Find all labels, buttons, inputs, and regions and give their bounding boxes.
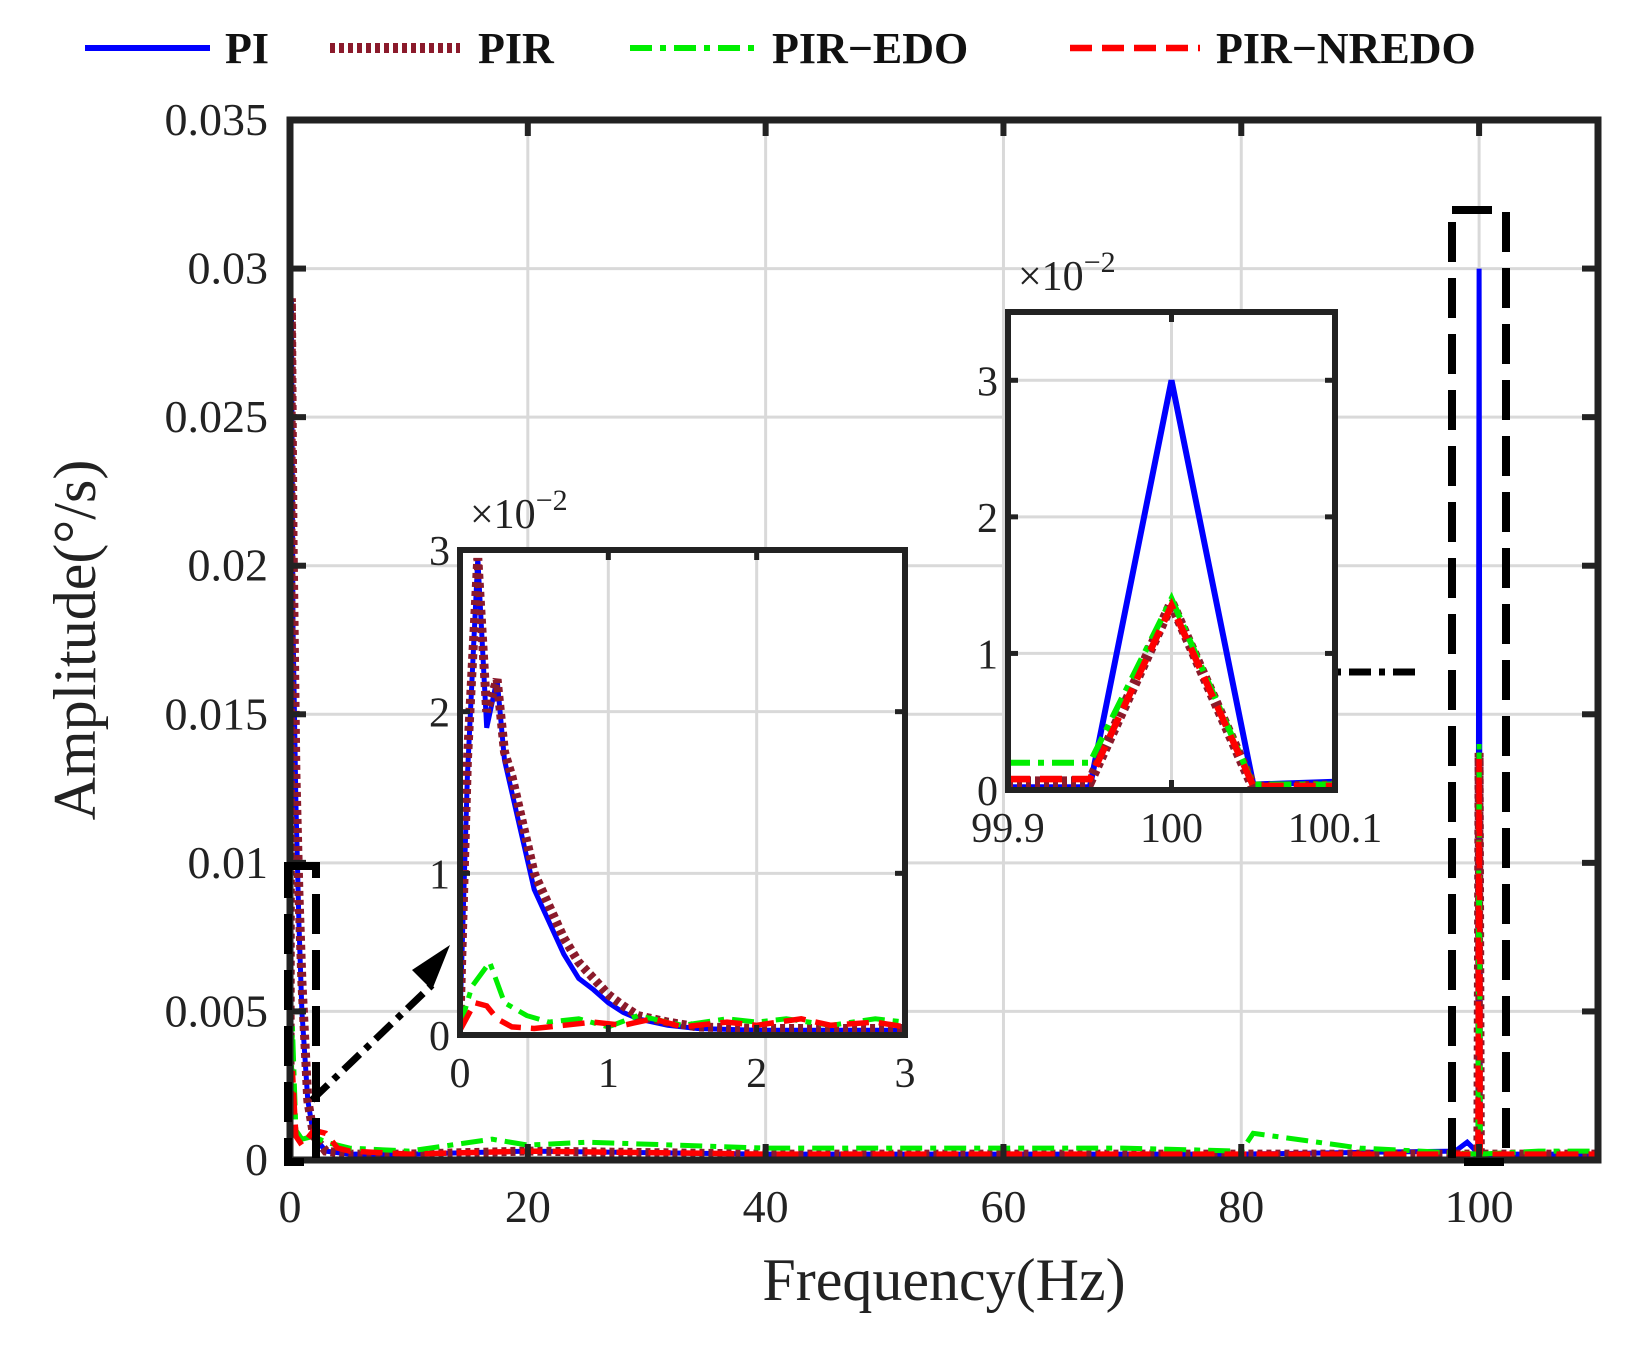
main-ytick-label: 0.02 [188,540,269,591]
main-xtick-label: 20 [505,1181,551,1232]
inset2-ytick-label: 2 [977,496,998,542]
inset2-series-pir-nredo [1008,597,1335,790]
inset1-ytick-label: 3 [429,529,450,575]
inset2-ytick-label: 1 [977,632,998,678]
inset1-xtick-label: 1 [598,1051,619,1097]
main-series-pir-nredo [290,758,1598,1157]
inset1-xtick-label: 0 [450,1051,471,1097]
inset1-multiplier: ×10−2 [470,484,568,538]
main-xtick-label: 0 [279,1181,302,1232]
inset1-ytick-label: 0 [429,1014,450,1060]
main-xtick-label: 100 [1445,1181,1514,1232]
main-xtick-label: 80 [1218,1181,1264,1232]
main-ylabel: Amplitude(°/s) [42,460,108,821]
inset1-ytick-label: 2 [429,691,450,737]
main-ytick-label: 0.035 [165,94,269,145]
inset2-xtick-label: 99.9 [971,806,1045,852]
inset1-xtick-label: 2 [746,1051,767,1097]
inset2-xtick-label: 100.1 [1288,806,1383,852]
legend-label-pi: PI [225,24,269,73]
legend-label-pir: PIR [478,24,555,73]
inset2-multiplier: ×10−2 [1018,246,1116,300]
inset1-ytick-label: 1 [429,852,450,898]
main-ytick-label: 0.015 [165,688,269,739]
inset1-background [460,550,905,1035]
zoom-box-100hz [1448,206,1510,1166]
inset1-series-pir [460,557,905,1033]
main-ytick-label: 0.025 [165,391,269,442]
inset2-xtick-label: 100 [1140,806,1203,852]
zoom-arrow-low-frequency-line [309,982,435,1103]
inset2-ytick-label: 3 [977,359,998,405]
main-xlabel: Frequency(Hz) [762,1247,1125,1313]
inset1-axes: 0 1 2 3 0 1 2 3 ×10−2 [429,484,916,1097]
inset2-ytick-label: 0 [977,769,998,815]
inset1-frame [457,547,908,1038]
main-ytick-label: 0.03 [188,243,269,294]
inset1-series-pir-edo [460,957,905,1030]
inset2-multiplier-exponent: −2 [1084,246,1116,279]
main-ytick-label: 0.01 [188,837,269,888]
main-xtick-label: 60 [980,1181,1026,1232]
main-xtick-label: 40 [743,1181,789,1232]
legend-label-pir-nredo: PIR−NREDO [1216,24,1476,73]
legend-label-pir-edo: PIR−EDO [772,24,968,73]
zoom-box-low-frequency [284,862,320,1166]
zoom-arrow-low-frequency-head [412,945,450,990]
main-ytick-label: 0 [245,1134,268,1185]
inset2-axes: 99.9 100 100.1 0 1 2 3 ×10−2 [971,246,1382,852]
inset1-multiplier-exponent: −2 [536,484,568,517]
main-ytick-label: 0.005 [165,985,269,1036]
main-frame [286,116,1602,1164]
inset1-xtick-label: 3 [895,1051,916,1097]
